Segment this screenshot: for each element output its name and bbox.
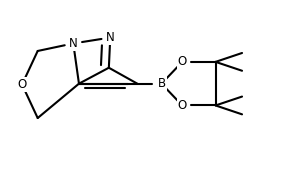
Text: O: O — [178, 99, 187, 112]
Text: B: B — [157, 77, 166, 90]
Text: N: N — [69, 37, 78, 50]
Text: O: O — [178, 55, 187, 68]
Text: O: O — [17, 78, 27, 91]
Text: N: N — [106, 31, 115, 44]
